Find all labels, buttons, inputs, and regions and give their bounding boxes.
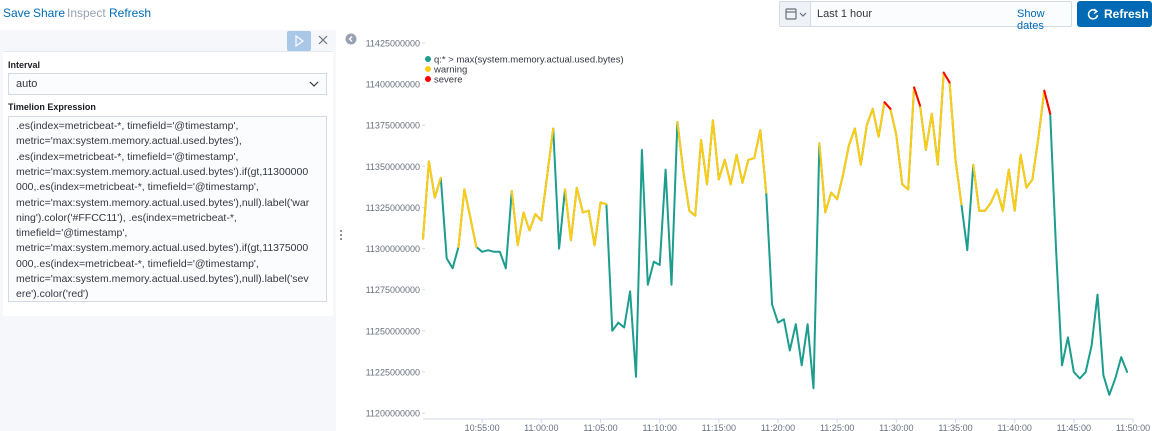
run-button[interactable] [287,31,311,51]
collapse-icon[interactable] [345,33,357,45]
x-tick-label: 11:25:00 [820,423,854,431]
close-icon[interactable] [318,35,328,45]
series-line [422,71,1129,396]
chevron [309,81,319,87]
x-tick-label: 11:45:00 [1057,423,1091,431]
expression-label: Timelion Expression [8,102,96,112]
nav-link[interactable]: Save [3,6,31,20]
code-line: metric='max:system.memory.actual.used.by… [16,165,309,178]
interval-value: auto [16,78,38,90]
y-tick-label: 11400000000 [366,80,420,90]
resize-handle[interactable] [339,229,343,241]
x-tick-label: 11:50:00 [1116,423,1150,431]
code-line: metric='max:system.memory.actual.used.by… [16,273,309,285]
legend-label: q:* > max(system.memory.actual.used.byte… [434,55,624,66]
y-tick-label: 11225000000 [366,367,420,377]
x-tick-label: 10:55:00 [465,423,500,431]
y-tick-label: 11425000000 [366,39,420,49]
play-icon [295,34,305,48]
expression-textarea[interactable]: .es(index=metricbeat-*, timefield='@time… [8,116,327,302]
code-line: metric='max:system.memory.actual.used.by… [16,242,309,255]
show-dates[interactable]: Show dates [1017,8,1045,32]
x-tick-label: 11:00:00 [524,423,558,431]
chart: 11200000000 11225000000 11250000000 1127500… [366,39,1151,431]
y-tick-label: 11375000000 [366,121,420,131]
y-tick-label: 11300000000 [366,244,420,254]
range-text: Last 1 hour [817,8,873,20]
legend-swatch [425,76,431,82]
x-tick-label: 11:20:00 [761,423,795,431]
y-tick-label: 11250000000 [366,326,420,336]
code-line: timefield='@timestamp', [16,227,128,240]
interval-label: Interval [8,60,41,70]
x-tick-label: 11:40:00 [997,423,1031,431]
nav-link: Inspect [67,6,106,20]
x-tick-label: 11:05:00 [583,423,617,431]
legend-swatch [425,66,431,72]
code-line: ning').color('#FFCC11'), .es(index=metri… [16,211,237,224]
refresh-icon [1087,8,1099,20]
refresh-label: Refresh [1104,7,1149,21]
date-picker[interactable]: Last 1 hour Show dates [779,1,1072,32]
x-tick-label: 11:15:00 [702,423,736,431]
code-line: 000,.es(index=metricbeat-*, timefield='@… [16,181,259,194]
legend-swatch [425,56,431,62]
y-tick-label: 11275000000 [366,285,420,295]
interval-select[interactable]: auto [8,73,327,95]
y-tick-label: 11325000000 [366,203,420,213]
series-line [883,71,1052,115]
code-line: metric='max:system.memory.actual.used.by… [16,135,242,148]
editor-toolbar [3,30,333,52]
code-line: .es(index=metricbeat-*, timefield='@time… [16,120,239,132]
x-tick-label: 11:35:00 [938,423,972,431]
x-tick-label: 11:10:00 [642,423,676,431]
nav-link[interactable]: Share [33,6,66,20]
y-tick-label: 11350000000 [366,162,420,172]
calendar-button[interactable] [780,2,811,26]
nav-link[interactable]: Refresh [109,6,152,20]
x-tick-label: 11:30:00 [879,423,913,431]
legend-label: severe [434,75,463,86]
y-tick-label: 11200000000 [366,409,420,419]
refresh-button[interactable]: Refresh [1077,1,1152,27]
series-line [422,71,1052,248]
code-line: 000,.es(index=metricbeat-*, timefield='@… [16,257,259,270]
code-line: metric='max:system.memory.actual.used.by… [16,196,310,209]
code-line: .es(index=metricbeat-*, timefield='@time… [16,150,239,163]
code-line: ere').color('red') [16,288,89,301]
legend-label: warning [433,65,467,76]
calendar-icon [785,8,807,20]
